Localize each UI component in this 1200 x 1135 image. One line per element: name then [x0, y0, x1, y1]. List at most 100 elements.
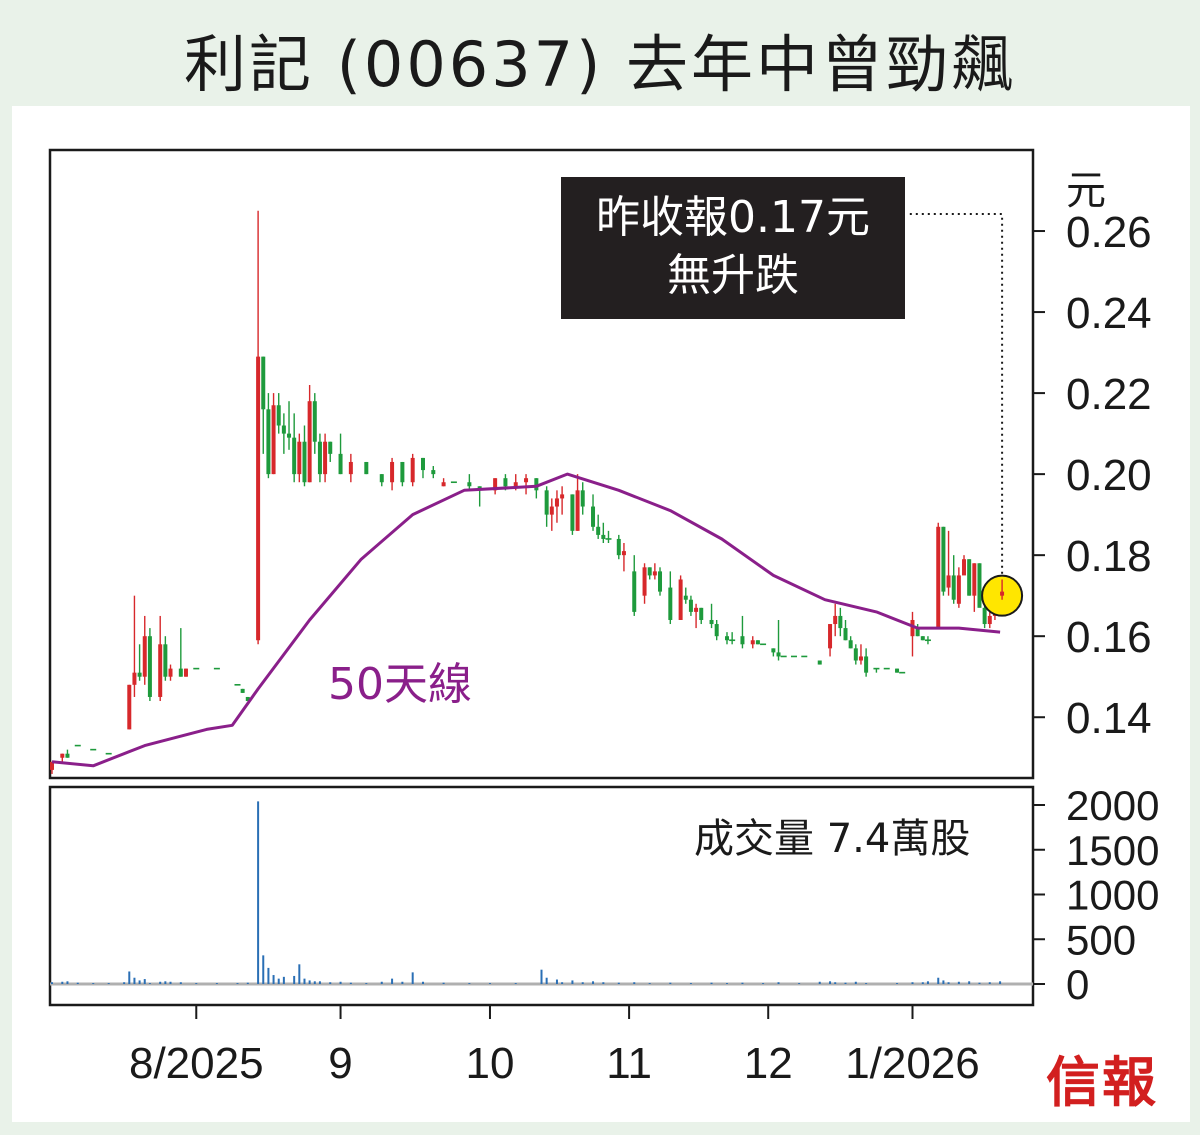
x-tick-label: 9 [328, 1039, 352, 1088]
candle-body [297, 441, 302, 475]
candle-body [596, 526, 601, 535]
candle-body [50, 761, 54, 770]
candle-body [951, 575, 956, 600]
price-y-tick-label: 0.16 [1066, 613, 1152, 662]
y-axis-unit-label: 元 [1066, 168, 1106, 214]
x-tick-label: 12 [744, 1039, 793, 1088]
candle-body [982, 607, 987, 625]
candle-body [714, 624, 719, 637]
candle-body [601, 534, 606, 539]
candle-body [755, 640, 760, 645]
candle-body [709, 619, 714, 625]
candle-body [137, 672, 142, 677]
candle-body [642, 567, 647, 596]
candle-body [240, 688, 245, 693]
price-y-tick-label: 0.18 [1066, 532, 1152, 581]
candle-body [467, 482, 472, 487]
candle-body [632, 571, 637, 612]
candle-body [158, 644, 163, 697]
candle-body [838, 615, 843, 629]
candle-body [946, 575, 951, 588]
candle-body [915, 628, 920, 637]
price-y-tick-label: 0.20 [1066, 451, 1152, 500]
candle-body [390, 461, 395, 483]
candle-body [147, 636, 152, 697]
candle-body [575, 490, 580, 531]
candle-body [549, 506, 554, 515]
candle-body [261, 356, 266, 410]
candle-body [503, 478, 508, 487]
candle-body [276, 405, 281, 426]
candle-body [895, 668, 900, 673]
candle-body [987, 615, 992, 625]
axes: 0.14 0.16 0.18 0.20 0.22 0.24 0.26 050010001500… [129, 208, 1159, 1088]
price-y-tick-label: 0.14 [1066, 694, 1152, 743]
candle-body [245, 696, 250, 702]
candle-body [493, 478, 498, 491]
candle-body [302, 441, 307, 483]
candle-body [410, 457, 415, 483]
candle-body [858, 656, 863, 661]
candle-body [292, 437, 297, 475]
candle-body [431, 470, 436, 475]
last-candle-body [1000, 591, 1005, 596]
candle-body [688, 599, 693, 612]
candle-body [142, 636, 147, 677]
candle-body [307, 401, 312, 483]
candle-body [956, 575, 961, 604]
candle-body [936, 526, 941, 629]
candle-body [724, 636, 729, 641]
hkej-logo: 信報 [1046, 1050, 1158, 1114]
candle-body [941, 526, 946, 592]
ma50-line [51, 472, 1001, 768]
volume-y-tick-label: 500 [1066, 916, 1136, 963]
volume-plot-frame [48, 785, 1035, 1007]
x-tick-label: 10 [465, 1039, 514, 1088]
candle-body [348, 461, 353, 475]
candle-body [678, 579, 683, 620]
volume-chart [48, 785, 1035, 1007]
volume-y-tick-label: 2000 [1066, 782, 1159, 829]
candle-body [132, 672, 137, 685]
last-close-text: 昨收報0.17元 [596, 192, 870, 243]
candle-body [668, 587, 673, 620]
candle-body [776, 652, 781, 657]
candle-body [127, 684, 132, 730]
price-y-tick-label: 0.22 [1066, 370, 1152, 419]
chart-title: 利記 (00637) 去年中曾勁飆 [183, 28, 1017, 101]
candle-body [266, 409, 271, 475]
ma50-label: 50天線 [328, 659, 472, 710]
candle-body [524, 478, 529, 483]
candle-body [683, 595, 688, 600]
candle-body [591, 506, 596, 527]
candle-body [843, 628, 848, 641]
candle-body [853, 648, 858, 661]
candle-body [750, 640, 755, 645]
candle-body [817, 660, 822, 665]
candle-body [312, 401, 317, 442]
candle-body [323, 441, 328, 475]
volume-y-tick-label: 0 [1066, 961, 1089, 1008]
x-tick-label: 1/2026 [845, 1039, 980, 1088]
candle-body [364, 461, 369, 475]
volume-y-tick-label: 1500 [1066, 827, 1159, 874]
candle-body [379, 474, 384, 483]
x-tick-label: 11 [606, 1039, 652, 1088]
candle-body [317, 441, 322, 475]
volume-label: 成交量 7.4萬股 [694, 816, 971, 862]
price-chart [48, 148, 1035, 780]
candle-body [833, 615, 838, 625]
candle-body [699, 607, 704, 620]
price-y-tick-label: 0.26 [1066, 208, 1152, 257]
candle-body [864, 656, 869, 673]
candle-body [544, 490, 549, 515]
candle-body [183, 668, 188, 677]
candle-body [570, 494, 575, 531]
candle-body [910, 619, 915, 637]
volume-y-tick-label: 1000 [1066, 872, 1159, 919]
candle-body [972, 563, 977, 596]
price-change-text: 無升跌 [667, 250, 799, 301]
candle-body [271, 405, 276, 475]
last-close-callout: 昨收報0.17元 無升跌 [561, 177, 905, 319]
candle-body [420, 457, 425, 471]
